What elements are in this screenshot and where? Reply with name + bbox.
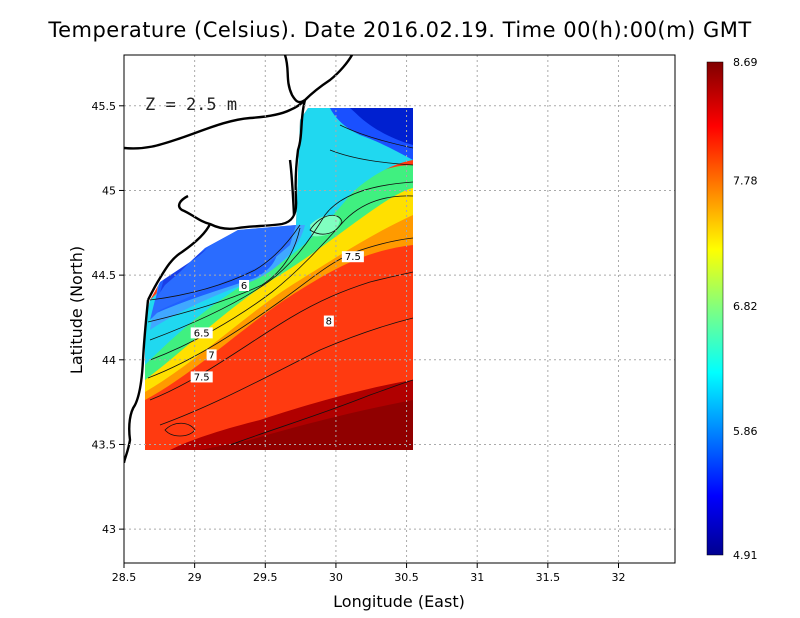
contour-label-bg <box>206 349 217 361</box>
temperature-field <box>145 108 413 450</box>
y-axis-ticks: 43 43.5 44 44.5 45 45.5 <box>92 100 124 536</box>
contour-label-bg <box>341 251 364 263</box>
y-axis-title: Latitude (North) <box>67 246 86 374</box>
contour-label: 7 <box>208 350 214 361</box>
x-tick-label: 32 <box>611 571 625 584</box>
y-tick-label: 43 <box>102 523 116 536</box>
x-tick-label: 30 <box>329 571 343 584</box>
contour-label: 6.5 <box>194 328 210 339</box>
x-tick-label: 29 <box>188 571 202 584</box>
coastline <box>124 55 354 464</box>
contour-label-bg <box>239 279 250 291</box>
x-axis-ticks: 28.5 29 29.5 30 30.5 31 31.5 32 <box>112 563 625 584</box>
colorbar <box>706 61 724 556</box>
colorbar-tick-label: 5.86 <box>733 425 758 438</box>
y-tick-label: 43.5 <box>92 438 117 451</box>
contour-label: 6 <box>241 281 247 292</box>
colorbar-tick-label: 4.91 <box>733 549 758 562</box>
contour-label: 7.5 <box>345 252 361 263</box>
contour-label: 8 <box>326 317 332 328</box>
x-tick-label: 29.5 <box>253 571 278 584</box>
y-tick-label: 44.5 <box>92 269 117 282</box>
contour-labels: 6 6.5 7 7.5 7.5 8 <box>190 251 364 383</box>
contour-label-bg <box>190 327 213 339</box>
x-tick-label: 30.5 <box>394 571 419 584</box>
x-tick-label: 28.5 <box>112 571 137 584</box>
x-axis-title: Longitude (East) <box>333 592 465 611</box>
y-tick-label: 45 <box>102 184 116 197</box>
colorbar-tick-label: 8.69 <box>733 56 758 69</box>
colorbar-tick-label: 7.78 <box>733 175 758 188</box>
depth-label: Z = 2.5 m <box>145 95 237 115</box>
contour-lines <box>147 124 414 446</box>
contour-label-bg <box>323 315 334 327</box>
x-tick-label: 31 <box>470 571 484 584</box>
map-title: Temperature (Celsius). Date 2016.02.19. … <box>48 18 752 42</box>
plot-frame <box>123 54 676 564</box>
y-tick-label: 45.5 <box>92 100 117 113</box>
y-tick-label: 44 <box>102 354 116 367</box>
colorbar-tick-label: 6.82 <box>733 300 758 313</box>
x-tick-label: 31.5 <box>536 571 561 584</box>
colorbar-ticks: 8.69 7.78 6.82 5.86 4.91 <box>733 56 758 562</box>
contour-label-bg <box>190 371 213 383</box>
contour-label: 7.5 <box>194 372 210 383</box>
